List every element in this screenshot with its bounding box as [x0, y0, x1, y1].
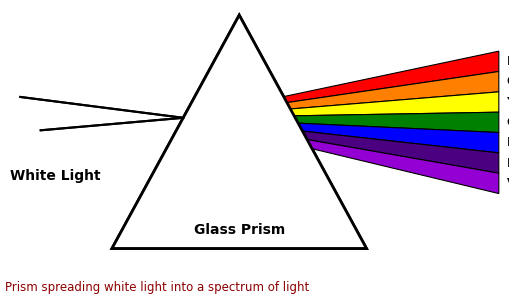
Text: Yellow: Yellow [506, 95, 509, 108]
Text: Green: Green [506, 116, 509, 129]
Text: Glass Prism: Glass Prism [193, 223, 285, 237]
Text: Indigo: Indigo [506, 157, 509, 170]
Text: Orange: Orange [506, 75, 509, 88]
Polygon shape [183, 118, 499, 173]
Text: White Light: White Light [10, 169, 101, 183]
Polygon shape [183, 51, 499, 118]
Text: Blue: Blue [506, 136, 509, 149]
Polygon shape [183, 72, 499, 118]
Polygon shape [183, 92, 499, 118]
Polygon shape [183, 112, 499, 132]
Text: Violet: Violet [506, 177, 509, 190]
Text: Red: Red [506, 55, 509, 68]
Polygon shape [112, 15, 366, 248]
Polygon shape [112, 15, 366, 248]
Text: Prism spreading white light into a spectrum of light: Prism spreading white light into a spect… [5, 281, 309, 294]
Polygon shape [183, 118, 499, 153]
Polygon shape [183, 118, 499, 194]
